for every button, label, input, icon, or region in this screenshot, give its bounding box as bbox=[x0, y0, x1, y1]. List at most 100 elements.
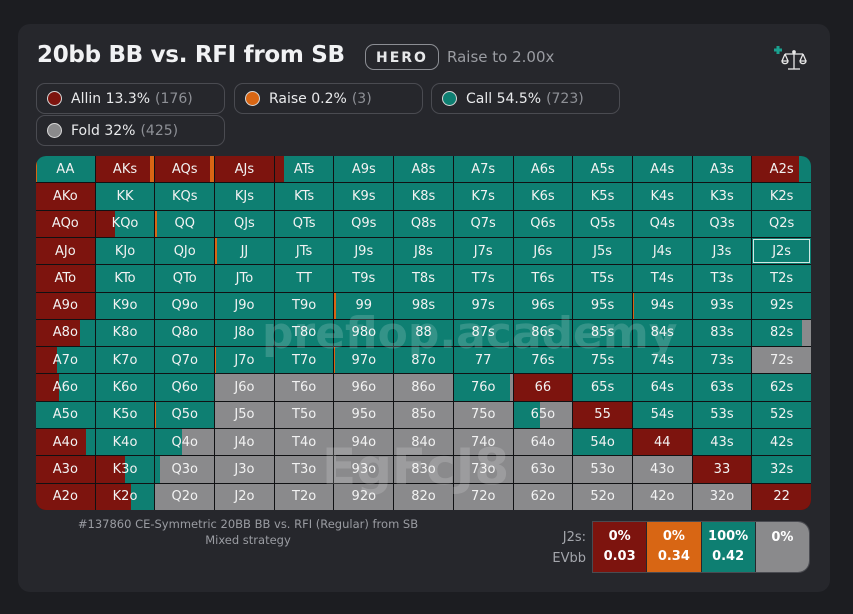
hand-cell-83o[interactable]: 83o bbox=[394, 456, 453, 483]
hand-cell-A6s[interactable]: A6s bbox=[513, 156, 573, 183]
hand-cell-44[interactable]: 44 bbox=[632, 429, 692, 456]
hand-cell-KJs[interactable]: KJs bbox=[215, 183, 274, 210]
hand-cell-94s[interactable]: 94s bbox=[632, 292, 692, 319]
hand-cell-K8s[interactable]: K8s bbox=[394, 183, 453, 210]
hand-cell-53s[interactable]: 53s bbox=[692, 401, 752, 429]
hand-cell-84o[interactable]: 84o bbox=[394, 429, 453, 456]
legend-call[interactable]: Call 54.5% (723) bbox=[431, 83, 620, 114]
hand-cell-Q3o[interactable]: Q3o bbox=[155, 456, 215, 483]
hand-cell-77[interactable]: 77 bbox=[453, 347, 513, 374]
hand-cell-74o[interactable]: 74o bbox=[453, 429, 513, 456]
hand-cell-ATo[interactable]: ATo bbox=[36, 265, 95, 292]
hand-cell-KK[interactable]: KK bbox=[95, 183, 155, 210]
hand-cell-J8o[interactable]: J8o bbox=[215, 319, 274, 347]
hand-cell-A9o[interactable]: A9o bbox=[36, 292, 95, 319]
hand-cell-TT[interactable]: TT bbox=[274, 265, 334, 292]
hand-cell-JTs[interactable]: JTs bbox=[274, 237, 334, 265]
hand-cell-33[interactable]: 33 bbox=[692, 456, 752, 483]
hand-cell-J2o[interactable]: J2o bbox=[215, 483, 274, 510]
hand-cell-87s[interactable]: 87s bbox=[453, 319, 513, 347]
hand-cell-K7s[interactable]: K7s bbox=[453, 183, 513, 210]
hand-cell-64o[interactable]: 64o bbox=[513, 429, 573, 456]
hand-cell-J6s[interactable]: J6s bbox=[513, 237, 573, 265]
hand-cell-65o[interactable]: 65o bbox=[513, 401, 573, 429]
hand-cell-43s[interactable]: 43s bbox=[692, 429, 752, 456]
hand-cell-T2o[interactable]: T2o bbox=[274, 483, 334, 510]
hand-cell-87o[interactable]: 87o bbox=[394, 347, 453, 374]
hand-cell-J3o[interactable]: J3o bbox=[215, 456, 274, 483]
hand-cell-AQo[interactable]: AQo bbox=[36, 210, 95, 237]
hand-cell-94o[interactable]: 94o bbox=[334, 429, 394, 456]
hand-cell-85s[interactable]: 85s bbox=[573, 319, 632, 347]
hand-cell-KQo[interactable]: KQo bbox=[95, 210, 155, 237]
hand-cell-T8o[interactable]: T8o bbox=[274, 319, 334, 347]
hand-cell-97s[interactable]: 97s bbox=[453, 292, 513, 319]
hand-cell-A4s[interactable]: A4s bbox=[632, 156, 692, 183]
hand-cell-72s[interactable]: 72s bbox=[752, 347, 811, 374]
hand-cell-98o[interactable]: 98o bbox=[334, 319, 394, 347]
hand-cell-A7s[interactable]: A7s bbox=[453, 156, 513, 183]
hand-cell-T5s[interactable]: T5s bbox=[573, 265, 632, 292]
hand-cell-K2s[interactable]: K2s bbox=[752, 183, 811, 210]
hand-cell-75o[interactable]: 75o bbox=[453, 401, 513, 429]
hand-cell-KTs[interactable]: KTs bbox=[274, 183, 334, 210]
hand-cell-A4o[interactable]: A4o bbox=[36, 429, 95, 456]
hand-cell-92s[interactable]: 92s bbox=[752, 292, 811, 319]
hand-cell-Q4o[interactable]: Q4o bbox=[155, 429, 215, 456]
hand-cell-82s[interactable]: 82s bbox=[752, 319, 811, 347]
hand-cell-96s[interactable]: 96s bbox=[513, 292, 573, 319]
hand-cell-J3s[interactable]: J3s bbox=[692, 237, 752, 265]
legend-fold[interactable]: Fold 32% (425) bbox=[36, 115, 225, 146]
hand-cell-JTo[interactable]: JTo bbox=[215, 265, 274, 292]
hand-cell-85o[interactable]: 85o bbox=[394, 401, 453, 429]
hand-cell-J9o[interactable]: J9o bbox=[215, 292, 274, 319]
hand-cell-J4o[interactable]: J4o bbox=[215, 429, 274, 456]
hand-cell-88[interactable]: 88 bbox=[394, 319, 453, 347]
hand-cell-95o[interactable]: 95o bbox=[334, 401, 394, 429]
hand-cell-K9s[interactable]: K9s bbox=[334, 183, 394, 210]
hand-cell-A3s[interactable]: A3s bbox=[692, 156, 752, 183]
hand-cell-ATs[interactable]: ATs bbox=[274, 156, 334, 183]
hand-cell-T5o[interactable]: T5o bbox=[274, 401, 334, 429]
hand-cell-73o[interactable]: 73o bbox=[453, 456, 513, 483]
hand-cell-98s[interactable]: 98s bbox=[394, 292, 453, 319]
legend-raise[interactable]: Raise 0.2% (3) bbox=[234, 83, 423, 114]
hand-cell-K5s[interactable]: K5s bbox=[573, 183, 632, 210]
hand-cell-AQs[interactable]: AQs bbox=[155, 156, 215, 183]
hand-cell-A2o[interactable]: A2o bbox=[36, 483, 95, 510]
hand-cell-T4s[interactable]: T4s bbox=[632, 265, 692, 292]
hand-cell-AKo[interactable]: AKo bbox=[36, 183, 95, 210]
hand-cell-Q6s[interactable]: Q6s bbox=[513, 210, 573, 237]
hand-cell-AJo[interactable]: AJo bbox=[36, 237, 95, 265]
hand-cell-52o[interactable]: 52o bbox=[573, 483, 632, 510]
hand-cell-AJs[interactable]: AJs bbox=[215, 156, 274, 183]
hand-cell-J8s[interactable]: J8s bbox=[394, 237, 453, 265]
hand-cell-93s[interactable]: 93s bbox=[692, 292, 752, 319]
hand-cell-92o[interactable]: 92o bbox=[334, 483, 394, 510]
hand-cell-42o[interactable]: 42o bbox=[632, 483, 692, 510]
hand-cell-32s[interactable]: 32s bbox=[752, 456, 811, 483]
hand-cell-75s[interactable]: 75s bbox=[573, 347, 632, 374]
hand-cell-Q8s[interactable]: Q8s bbox=[394, 210, 453, 237]
hand-cell-T4o[interactable]: T4o bbox=[274, 429, 334, 456]
hand-cell-53o[interactable]: 53o bbox=[573, 456, 632, 483]
hand-cell-Q3s[interactable]: Q3s bbox=[692, 210, 752, 237]
hand-cell-A5o[interactable]: A5o bbox=[36, 401, 95, 429]
hand-cell-A6o[interactable]: A6o bbox=[36, 374, 95, 401]
hand-cell-Q5s[interactable]: Q5s bbox=[573, 210, 632, 237]
hand-cell-T2s[interactable]: T2s bbox=[752, 265, 811, 292]
hand-cell-K4s[interactable]: K4s bbox=[632, 183, 692, 210]
hand-cell-95s[interactable]: 95s bbox=[573, 292, 632, 319]
hand-cell-A2s[interactable]: A2s bbox=[752, 156, 811, 183]
hand-cell-54o[interactable]: 54o bbox=[573, 429, 632, 456]
hand-cell-86o[interactable]: 86o bbox=[394, 374, 453, 401]
hand-cell-QJs[interactable]: QJs bbox=[215, 210, 274, 237]
hand-cell-J6o[interactable]: J6o bbox=[215, 374, 274, 401]
hand-cell-86s[interactable]: 86s bbox=[513, 319, 573, 347]
hand-cell-54s[interactable]: 54s bbox=[632, 401, 692, 429]
hand-cell-55[interactable]: 55 bbox=[573, 401, 632, 429]
hand-cell-A9s[interactable]: A9s bbox=[334, 156, 394, 183]
hand-cell-T3s[interactable]: T3s bbox=[692, 265, 752, 292]
hand-cell-A8s[interactable]: A8s bbox=[394, 156, 453, 183]
hand-cell-Q7s[interactable]: Q7s bbox=[453, 210, 513, 237]
